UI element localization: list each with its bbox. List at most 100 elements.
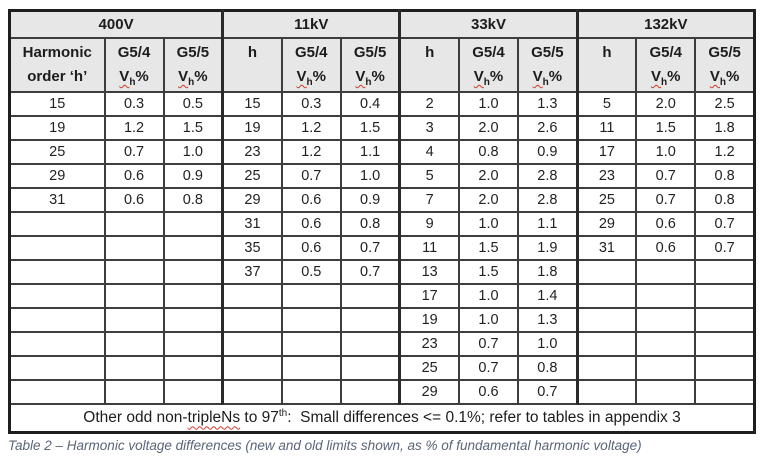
table-cell: 29 [221, 187, 283, 213]
table-row: 37 0.5 0.7 13 1.5 1.8 [8, 259, 756, 285]
table-cell: 0.8 [694, 187, 756, 213]
table-cell: 1.5 [162, 115, 224, 141]
table-cell [694, 283, 756, 309]
table-cell: 2.0 [457, 163, 520, 189]
h-label: h [602, 44, 612, 61]
table-cell: 0.5 [280, 259, 342, 285]
harmonic-order-line1: Harmonic [22, 44, 92, 61]
column-header-g55: G5/5 Vh% [339, 37, 401, 93]
table-cell: 35 [221, 235, 283, 261]
table-cell [162, 331, 224, 357]
table-cell: 1.1 [339, 139, 401, 165]
h-label: h [247, 44, 258, 61]
table-cell: 1.3 [517, 91, 579, 117]
table-cell: 2 [398, 91, 460, 117]
table-cell [280, 379, 342, 405]
table-cell: 2.5 [694, 91, 756, 117]
table-cell: 2.0 [635, 91, 697, 117]
table-cell [575, 259, 638, 285]
table-cell: 2.8 [517, 187, 579, 213]
table-cell: 1.0 [457, 211, 520, 237]
table-row: 23 0.7 1.0 [8, 331, 756, 357]
table-cell: 0.6 [280, 235, 342, 261]
table-cell: 17 [398, 283, 460, 309]
table-cell [280, 307, 342, 333]
table-cell: 1.9 [517, 235, 579, 261]
table-cell: 25 [221, 163, 283, 189]
column-header-g54: G5/4 Vh% [635, 37, 697, 93]
table-row: 29 0.6 0.9 25 0.7 1.0 5 2.0 2.8 23 0.7 0.8 [8, 163, 756, 189]
table-cell: 11 [575, 115, 638, 141]
column-header-g54: G5/4 Vh% [457, 37, 520, 93]
vh-percent-label: Vh% [119, 68, 149, 88]
table-cell [8, 379, 106, 405]
column-header-g55: G5/5 Vh% [517, 37, 579, 93]
table-cell: 23 [575, 163, 638, 189]
footnote-superscript: th [278, 408, 288, 420]
table-cell: 7 [398, 187, 460, 213]
vh-percent-label: Vh% [178, 68, 208, 88]
g55-label: G5/5 [531, 44, 564, 61]
table-cell: 0.7 [694, 211, 756, 237]
voltage-group-header-row: 400V 11kV 33kV 132kV [8, 9, 756, 39]
footnote-misspelled-word: tripleNs [187, 409, 241, 427]
table-cell: 1.8 [517, 259, 579, 285]
table-cell: 1.2 [280, 115, 342, 141]
footnote-cell: Other odd non-tripleNs to 97th: Small di… [8, 403, 756, 434]
table-cell: 1.0 [457, 283, 520, 309]
table-cell: 37 [221, 259, 283, 285]
g54-label: G5/4 [649, 44, 682, 61]
table-cell: 1.0 [517, 331, 579, 357]
table-cell: 0.9 [162, 163, 224, 189]
table-cell [694, 355, 756, 381]
g55-label: G5/5 [708, 44, 741, 61]
table-cell [575, 331, 638, 357]
table-cell: 1.4 [517, 283, 579, 309]
table-row: 25 0.7 0.8 [8, 355, 756, 381]
table-row: 31 0.6 0.8 9 1.0 1.1 29 0.6 0.7 [8, 211, 756, 237]
vh-percent-label: Vh% [355, 68, 385, 88]
table-cell [162, 211, 224, 237]
table-cell [8, 307, 106, 333]
table-cell: 0.3 [103, 91, 165, 117]
table-cell [103, 307, 165, 333]
table-cell: 0.8 [517, 355, 579, 381]
group-header-33kv: 33kV [398, 9, 579, 39]
table-cell [162, 235, 224, 261]
table-cell: 0.7 [339, 235, 401, 261]
column-header-row: Harmonic order ‘h’ G5/4 Vh% G5/5 Vh% h G… [8, 37, 756, 93]
table-cell: 19 [398, 307, 460, 333]
table-cell [8, 259, 106, 285]
table-body: 15 0.3 0.5 15 0.3 0.4 2 1.0 1.3 5 2.0 2.5 19 1.2 1.5 19… [8, 91, 756, 405]
table-cell [280, 355, 342, 381]
table-cell [635, 283, 697, 309]
table-cell: 0.6 [457, 379, 520, 405]
table-cell [575, 283, 638, 309]
table-cell [280, 283, 342, 309]
table-cell: 3 [398, 115, 460, 141]
column-header-g54: G5/4 Vh% [280, 37, 342, 93]
table-cell: 5 [398, 163, 460, 189]
table-cell: 1.0 [457, 307, 520, 333]
table-cell [635, 307, 697, 333]
vh-percent-label: Vh% [651, 68, 681, 88]
table-cell [103, 259, 165, 285]
group-header-400v: 400V [8, 9, 224, 39]
table-caption: Table 2 – Harmonic voltage differences (… [8, 438, 642, 453]
table-cell: 1.0 [339, 163, 401, 189]
table-cell [221, 307, 283, 333]
vh-percent-label: Vh% [532, 68, 563, 88]
table-cell: 1.1 [517, 211, 579, 237]
table-cell: 25 [575, 187, 638, 213]
table-cell: 1.2 [694, 139, 756, 165]
table-cell: 0.3 [280, 91, 342, 117]
table-cell: 0.7 [280, 163, 342, 189]
table-cell: 1.3 [517, 307, 579, 333]
g55-label: G5/5 [353, 44, 387, 61]
table-cell [103, 235, 165, 261]
table-cell: 17 [575, 139, 638, 165]
table-cell [339, 283, 401, 309]
table-cell: 0.7 [457, 355, 520, 381]
table-cell: 0.7 [517, 379, 579, 405]
